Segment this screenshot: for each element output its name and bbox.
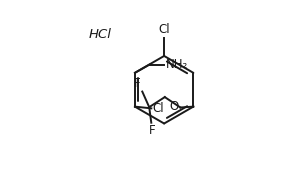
Text: Cl: Cl: [153, 102, 164, 115]
Text: F: F: [149, 124, 155, 137]
Text: O: O: [170, 100, 179, 114]
Text: HCl: HCl: [88, 28, 112, 41]
Text: NH₂: NH₂: [166, 58, 188, 71]
Text: Cl: Cl: [158, 23, 170, 36]
Text: F: F: [134, 77, 141, 90]
